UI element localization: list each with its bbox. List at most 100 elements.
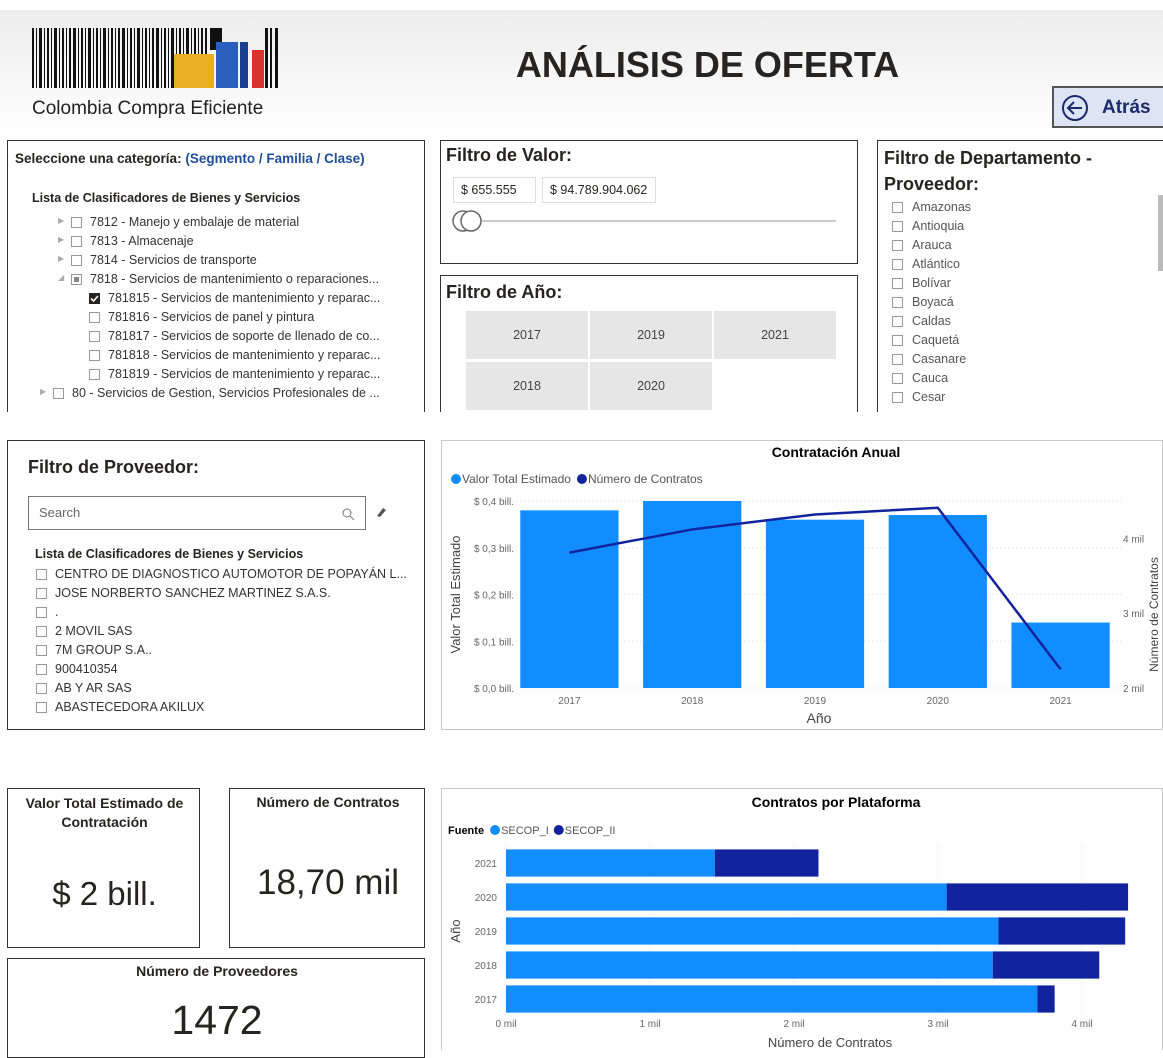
x-axis-label: Número de Contratos	[768, 1035, 893, 1050]
collapsed-arrow: ▶	[58, 254, 65, 263]
department-filter: Filtro de Departamento - Proveedor: Amaz…	[877, 140, 1163, 412]
y-tick-label: $ 0,2 bill.	[474, 591, 514, 602]
y-tick-label: 2017	[475, 995, 498, 1006]
y2-tick-label: 4 mil	[1123, 534, 1144, 545]
year-button[interactable]: 2021	[714, 311, 836, 359]
category-label: Seleccione una categoría:	[15, 151, 182, 166]
checkbox[interactable]	[71, 217, 82, 228]
year-button[interactable]: 2020	[590, 362, 712, 410]
eraser-icon[interactable]	[374, 505, 388, 519]
year-button[interactable]: 2018	[466, 362, 588, 410]
value-filter: Filtro de Valor: $ 655.555 $ 94.789.904.…	[440, 140, 858, 264]
checkbox[interactable]	[36, 569, 47, 580]
legend-label: SECOP_I	[501, 825, 549, 837]
legend-marker	[451, 474, 461, 484]
bar-segment	[506, 917, 999, 945]
kpi-card: Número de Contratos 18,70 mil	[229, 788, 425, 948]
bar-segment	[714, 849, 819, 877]
checkbox[interactable]	[53, 388, 64, 399]
year-filter: Filtro de Año: 2017 2019 2021 2018 2020	[440, 275, 858, 412]
checkbox[interactable]	[36, 607, 47, 618]
chart: Contratación Anual Valor Total Estimado Nú…	[448, 444, 1161, 726]
checkbox[interactable]	[892, 297, 903, 308]
checkbox[interactable]	[892, 278, 903, 289]
provider-option: CENTRO DE DIAGNOSTICO AUTOMOTOR DE POPAY…	[55, 567, 407, 581]
min-input[interactable]: $ 655.555	[453, 177, 536, 203]
bar-segment	[506, 849, 715, 877]
checkbox[interactable]	[892, 354, 903, 365]
x-tick-label: 2020	[927, 696, 950, 707]
y-tick-label: $ 0,1 bill.	[474, 637, 514, 648]
provider-option: ABASTECEDORA AKILUX	[55, 700, 205, 714]
category-hint: (Segmento / Familia / Clase)	[185, 151, 365, 166]
checkbox[interactable]	[36, 626, 47, 637]
year-button[interactable]: 2017	[466, 311, 588, 359]
x-axis-label: Año	[807, 710, 832, 726]
department-option: Antioquia	[912, 219, 965, 233]
bar-segment	[998, 917, 1126, 945]
category-filter: Seleccione una categoría: (Segmento / Fa…	[7, 140, 425, 412]
legend-marker	[576, 474, 587, 484]
bar	[1011, 622, 1110, 688]
panel-title: Filtro de Valor:	[446, 145, 573, 165]
page-title: ANÁLISIS DE OFERTA	[515, 44, 900, 85]
y-tick-label: $ 0,3 bill.	[474, 544, 514, 555]
year-button[interactable]: 2019	[590, 311, 712, 359]
checkbox[interactable]	[71, 255, 82, 266]
y2-tick-label: 2 mil	[1123, 684, 1144, 695]
y2-axis-label: Número de Contratos	[1147, 557, 1161, 672]
checkbox[interactable]	[36, 588, 47, 599]
tree-item: 781819 - Servicios de mantenimiento y re…	[108, 367, 381, 381]
kpi-card: Número de Proveedores 1472	[7, 958, 425, 1058]
checkbox[interactable]	[89, 293, 100, 304]
y-tick-label: 2019	[475, 927, 498, 938]
checkbox[interactable]	[89, 369, 100, 380]
checkbox[interactable]	[892, 259, 903, 270]
back-icon	[1062, 95, 1088, 121]
range-slider[interactable]	[451, 207, 851, 237]
checkbox[interactable]	[892, 335, 903, 346]
y-tick-label: 2018	[475, 961, 498, 972]
checkbox[interactable]	[892, 240, 903, 251]
checkbox[interactable]	[89, 331, 100, 342]
chart: Contratos por Plataforma Fuente SECOP_I SEC…	[448, 794, 1129, 1050]
department-option: Cauca	[912, 371, 949, 385]
logo: Colombia Compra Eficiente	[32, 28, 278, 119]
search-box[interactable]: Search	[28, 496, 366, 530]
collapsed-arrow: ▶	[58, 216, 65, 225]
checkbox[interactable]	[892, 373, 903, 384]
bar	[888, 515, 987, 688]
bar	[520, 510, 619, 688]
checkbox[interactable]	[71, 274, 82, 285]
search-placeholder: Search	[39, 505, 81, 520]
x-tick-label: 2021	[1049, 696, 1072, 707]
checkbox[interactable]	[36, 683, 47, 694]
checkbox[interactable]	[892, 202, 903, 213]
x-tick-label: 3 mil	[927, 1019, 948, 1030]
checkbox[interactable]	[892, 221, 903, 232]
bar-segment	[1037, 985, 1055, 1013]
provider-option: 2 MOVIL SAS	[55, 624, 133, 638]
checkbox[interactable]	[892, 316, 903, 327]
checkbox[interactable]	[36, 645, 47, 656]
y-tick-label: $ 0,4 bill.	[474, 497, 514, 508]
back-button[interactable]: Atrás	[1052, 86, 1163, 128]
max-input[interactable]: $ 94.789.904.062	[542, 177, 656, 203]
checkbox[interactable]	[36, 664, 47, 675]
list-title: Lista de Clasificadores de Bienes y Serv…	[32, 191, 301, 205]
department-option: Arauca	[912, 238, 952, 252]
kpi-label: Número de Proveedores	[136, 963, 298, 979]
checkbox[interactable]	[36, 702, 47, 713]
checkbox[interactable]	[89, 350, 100, 361]
kpi-value: 18,70 mil	[256, 863, 400, 902]
bar-segment	[506, 883, 947, 911]
tree-item: 7813 - Almacenaje	[90, 234, 194, 248]
y-axis-label: Año	[448, 919, 463, 942]
x-tick-label: 2 mil	[783, 1019, 804, 1030]
checkbox[interactable]	[892, 392, 903, 403]
bar	[765, 519, 865, 688]
provider-filter: Filtro de Proveedor: Search Lista de Cla…	[7, 440, 425, 730]
checkbox[interactable]	[71, 236, 82, 247]
checkbox[interactable]	[89, 312, 100, 323]
